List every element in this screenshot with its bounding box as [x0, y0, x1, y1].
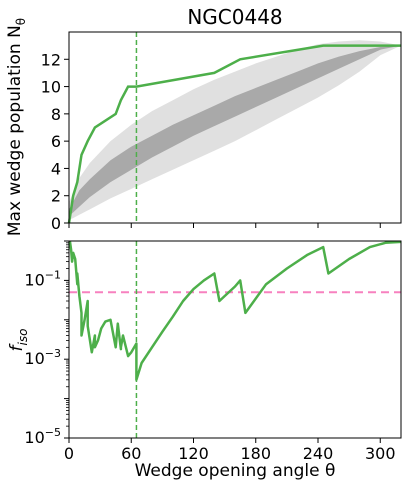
- ytick-label: 6: [51, 132, 61, 151]
- bottom-series-0: [67, 240, 402, 382]
- ytick-label: 2: [51, 187, 61, 206]
- xtick-label: 60: [121, 444, 141, 463]
- top-panel: NGC0448 0 2 4 6 8 10 12 Max wedge population N…: [5, 5, 402, 236]
- ytick-label: 10−3: [24, 347, 61, 368]
- xtick-label: 300: [365, 444, 396, 463]
- bottom-lines: [67, 240, 402, 438]
- bottom-ticks: 0 60 120 180 240 300 10−5 10−3 10−1: [24, 240, 396, 463]
- xtick-label: 240: [303, 444, 334, 463]
- ytick-label: 10: [41, 78, 61, 97]
- top-bands: [69, 40, 401, 221]
- ytick-label: 12: [41, 50, 61, 69]
- ytick-label: 0: [51, 214, 61, 233]
- top-series-0: [67, 44, 401, 224]
- bottom-y-axis-label: fiso: [7, 329, 30, 352]
- xtick-label: 120: [178, 444, 209, 463]
- top-y-axis-label: Max wedge population Nθ: [5, 18, 28, 236]
- ytick-label: 10−5: [24, 426, 61, 447]
- bottom-axes-frame: [68, 240, 402, 439]
- bottom-x-axis-label: Wedge opening angle θ: [135, 461, 336, 481]
- top-lines: [67, 32, 401, 224]
- xtick-label: 0: [64, 444, 74, 463]
- top-axes-frame: [68, 31, 402, 224]
- bottom-panel: 0 60 120 180 240 300 10−5 10−3 10−1 fiso Wedge o…: [7, 240, 402, 481]
- chart-title: NGC0448: [187, 5, 282, 29]
- band-0: [69, 40, 401, 221]
- ytick-label: 4: [51, 159, 61, 178]
- ytick-label: 10−1: [24, 268, 61, 289]
- ytick-label: 8: [51, 105, 61, 124]
- xtick-label: 180: [240, 444, 271, 463]
- top-y-ticks: 0 2 4 6 8 10 12: [41, 50, 381, 233]
